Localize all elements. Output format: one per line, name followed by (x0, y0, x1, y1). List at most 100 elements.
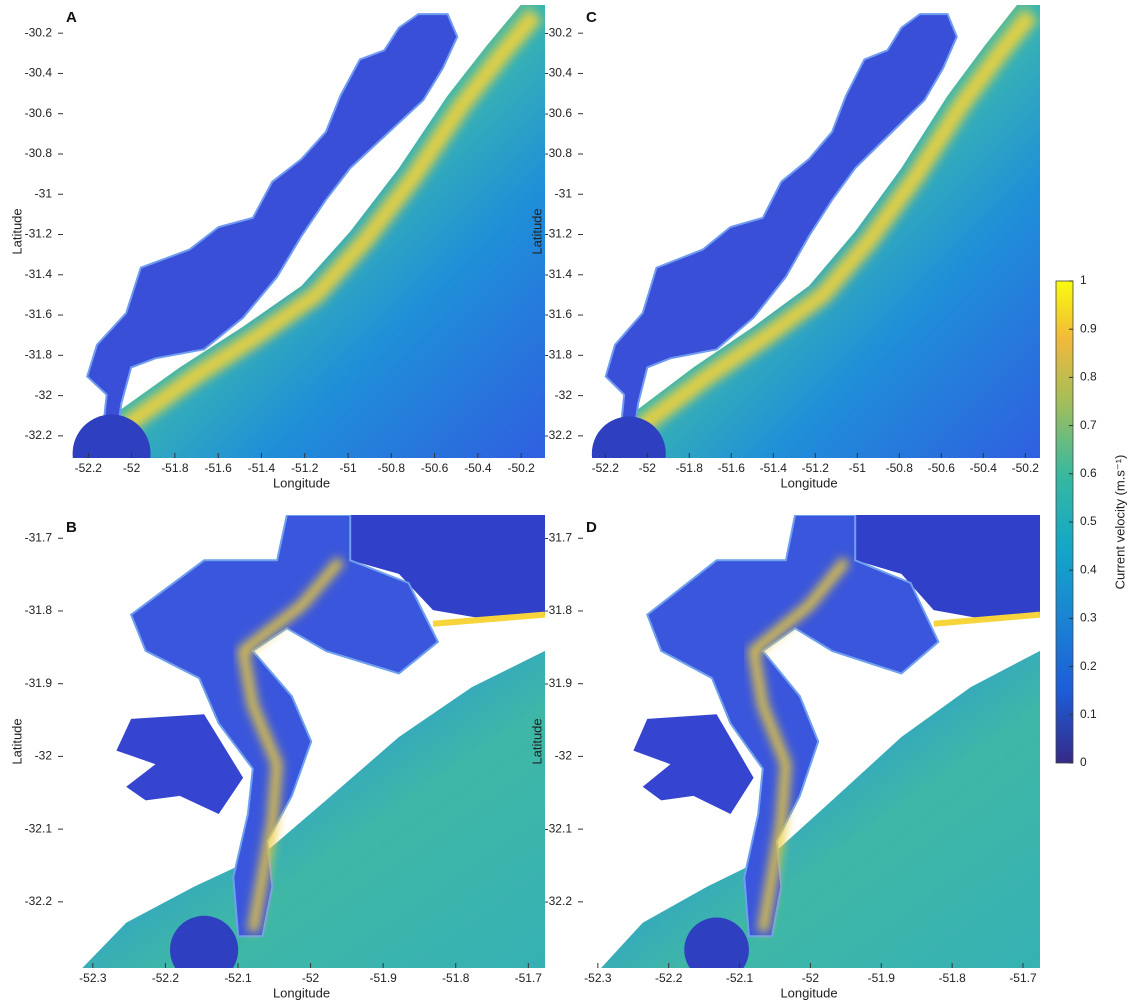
x-tick-label: -50.2 (1012, 461, 1040, 475)
channel (646, 515, 940, 938)
colorbar-tick-label: 0.3 (1080, 611, 1097, 625)
panel-label: A (66, 9, 77, 26)
colorbar-label: Current velocity (m.s⁻¹) (1112, 455, 1127, 590)
y-tick-label: -30.2 (545, 25, 573, 39)
x-tick-label: -52.2 (655, 971, 683, 985)
x-tick-label: -50.4 (464, 461, 492, 475)
bay (170, 915, 239, 968)
y-tick-label: -32.1 (545, 821, 573, 835)
colorbar-tick-label: 0.2 (1080, 659, 1097, 673)
y-tick-label: -31.7 (545, 530, 573, 544)
y-tick-label: -31 (35, 186, 53, 200)
x-tick-label: -51.8 (676, 461, 704, 475)
y-axis-label: Latitude (9, 718, 24, 764)
ocean (72, 5, 545, 458)
x-tick-label: -52.2 (592, 461, 620, 475)
x-axis-label: Longitude (780, 985, 837, 1000)
map-field (601, 515, 1040, 968)
map-panel: -52.3 -52.2 -52.1 -52 -51.9 -51.8 -51.7 -32.2 -3… (9, 515, 545, 1000)
panel-label: C (586, 9, 597, 26)
lagoon-shore (933, 611, 1040, 627)
map-field (591, 5, 1040, 458)
x-tick-label: -51 (849, 461, 867, 475)
x-tick-label: -51.2 (802, 461, 830, 475)
y-tick-label: -32 (555, 388, 573, 402)
y-tick-label: -31.4 (545, 267, 573, 281)
y-tick-label: -30.8 (25, 146, 53, 160)
x-tick-label: -52.3 (584, 971, 612, 985)
colorbar-tick-label: 0 (1080, 755, 1087, 769)
ocean (591, 5, 1040, 458)
y-axis-label: Latitude (9, 208, 24, 254)
y-tick-label: -31.4 (25, 267, 53, 281)
y-tick-label: -32.1 (25, 821, 53, 835)
map-panel: -52.2 -52 -51.8 -51.6 -51.4 -51.2 -51 -50.8 -50.… (9, 5, 545, 490)
x-tick-label: -52 (802, 971, 820, 985)
x-tick-label: -51.7 (515, 971, 543, 985)
y-tick-label: -32 (555, 749, 573, 763)
tributaries (633, 714, 754, 814)
y-tick-label: -31.8 (25, 603, 53, 617)
x-axis-label: Longitude (780, 475, 837, 490)
channel-core (237, 557, 345, 933)
colorbar-tick-label: 0.8 (1080, 370, 1097, 384)
lagoon-north (311, 515, 545, 620)
y-tick-label: -31 (555, 186, 573, 200)
y-tick-label: -32 (35, 749, 53, 763)
x-axis-label: Longitude (273, 475, 330, 490)
x-tick-label: -51.8 (938, 971, 966, 985)
colorbar-tick-label: 0.6 (1080, 466, 1097, 480)
x-tick-label: -50.6 (421, 461, 449, 475)
y-tick-label: -31.2 (545, 227, 573, 241)
panel-label: B (66, 519, 77, 536)
y-tick-label: -32 (35, 388, 53, 402)
x-tick-label: -51.9 (868, 971, 896, 985)
x-tick-label: -51.8 (442, 971, 470, 985)
x-tick-label: -52 (639, 461, 657, 475)
colorbar: 0 0.1 0.2 0.3 0.4 0.5 0.6 0.7 0.8 0.9 1 Current vel… (1055, 273, 1127, 769)
ocean (601, 650, 1040, 968)
x-tick-label: -51.4 (248, 461, 276, 475)
y-tick-label: -32.2 (545, 894, 573, 908)
x-tick-label: -50.4 (970, 461, 998, 475)
y-axis-label: Latitude (529, 208, 544, 254)
y-tick-label: -30.4 (545, 66, 573, 80)
coastal-jet (601, 8, 1038, 458)
y-tick-label: -31.8 (545, 347, 573, 361)
map-panel: -52.2 -52 -51.8 -51.6 -51.4 -51.2 -51 -50.8 -50.… (529, 5, 1040, 490)
x-tick-label: -52.2 (75, 461, 103, 475)
colorbar-tick-label: 0.7 (1080, 418, 1097, 432)
ocean (82, 650, 545, 968)
x-tick-label: -52.3 (79, 971, 107, 985)
y-tick-label: -31.2 (25, 227, 53, 241)
x-tick-label: -51.2 (291, 461, 319, 475)
y-tick-label: -30.6 (545, 106, 573, 120)
x-tick-label: -51.7 (1009, 971, 1037, 985)
colorbar-tick-label: 0.4 (1080, 562, 1097, 576)
bay (591, 416, 666, 458)
x-tick-label: -51.9 (369, 971, 397, 985)
y-tick-label: -32.2 (25, 894, 53, 908)
y-tick-label: -30.4 (25, 66, 53, 80)
bay (684, 917, 749, 968)
x-tick-label: -50.8 (886, 461, 914, 475)
x-tick-label: -52.1 (224, 971, 252, 985)
y-tick-label: -30.8 (545, 146, 573, 160)
x-tick-label: -51 (339, 461, 357, 475)
x-tick-label: -52 (302, 971, 320, 985)
x-tick-label: -51.8 (161, 461, 189, 475)
x-tick-label: -52.2 (152, 971, 180, 985)
y-tick-label: -31.8 (545, 603, 573, 617)
x-tick-label: -51.6 (204, 461, 232, 475)
lagoon-shore (432, 611, 545, 627)
x-tick-label: -50.8 (378, 461, 406, 475)
y-axis-label: Latitude (529, 718, 544, 764)
y-tick-label: -31.7 (25, 530, 53, 544)
map-field (72, 5, 545, 458)
y-tick-label: -31.6 (545, 307, 573, 321)
bay (72, 414, 151, 458)
y-tick-label: -30.2 (25, 25, 53, 39)
lagoon-north (818, 515, 1040, 620)
lagoon (604, 13, 958, 441)
